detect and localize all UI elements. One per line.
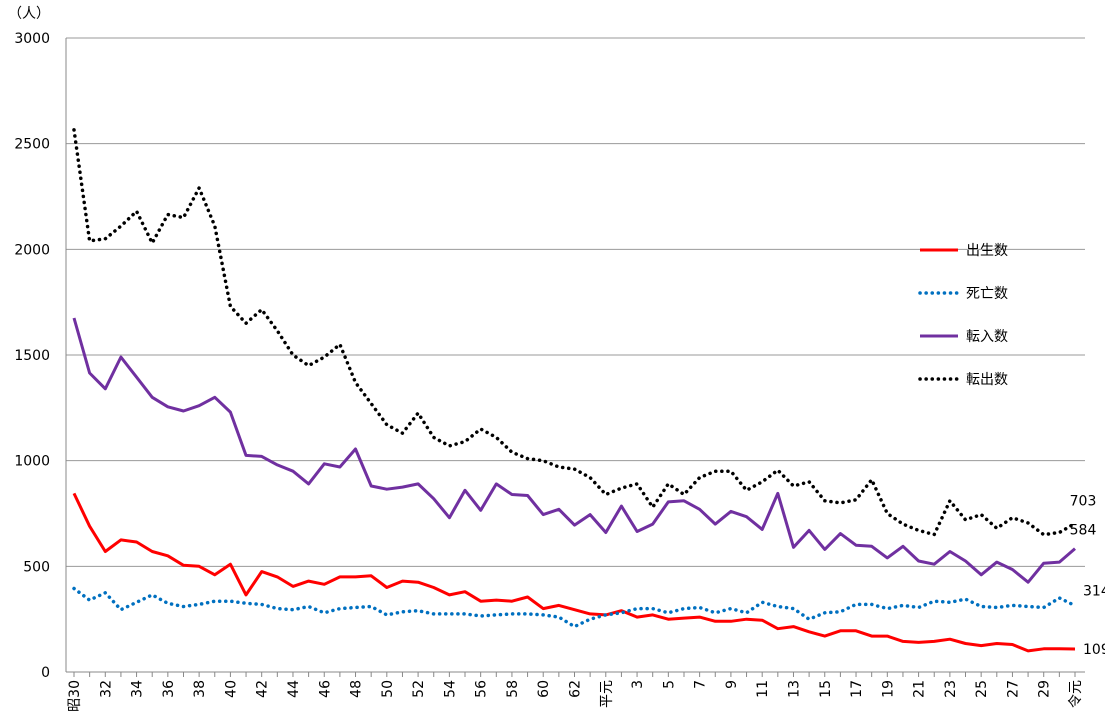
y-tick-label: 0: [41, 665, 50, 681]
x-tick-label: 48: [349, 680, 365, 698]
x-tick-label: 38: [192, 680, 208, 698]
data-label: 703: [1070, 493, 1097, 509]
x-tick-label: 9: [724, 680, 740, 689]
data-label: 584: [1070, 523, 1097, 539]
x-tick-label: 34: [130, 680, 146, 698]
y-tick-label: 1500: [14, 348, 50, 364]
x-tick-label: 27: [1005, 680, 1021, 698]
x-tick-label: 32: [98, 680, 114, 698]
x-tick-label: 23: [943, 680, 959, 698]
x-tick-label: 62: [568, 680, 584, 698]
x-tick-label: 5: [661, 680, 677, 689]
x-tick-label: 19: [880, 680, 896, 698]
y-tick-label: 3000: [14, 31, 50, 47]
legend-label: 転出数: [966, 372, 1008, 388]
series-line: [72, 317, 1076, 584]
x-tick-label: 平元: [599, 680, 615, 708]
series-line: [72, 586, 1077, 629]
data-label: 314: [1083, 584, 1105, 600]
legend-label: 転入数: [966, 329, 1008, 345]
x-tick-label: 42: [255, 680, 271, 698]
x-tick-label: 11: [755, 680, 771, 698]
x-tick-label: 56: [474, 680, 490, 698]
x-tick-label: 17: [849, 680, 865, 698]
x-tick-label: 54: [442, 680, 458, 698]
x-tick-label: 60: [536, 680, 552, 698]
x-tick-label: 58: [505, 680, 521, 698]
x-tick-label: 29: [1037, 680, 1053, 698]
x-tick-label: 昭30: [67, 680, 83, 712]
x-tick-label: 令元: [1068, 680, 1084, 708]
y-tick-label: 2000: [14, 242, 50, 258]
x-tick-label: 15: [818, 680, 834, 698]
x-tick-label: 21: [912, 680, 928, 698]
x-tick-label: 3: [630, 680, 646, 689]
x-tick-label: 46: [317, 680, 333, 698]
legend-label: 出生数: [966, 243, 1008, 259]
x-tick-label: 50: [380, 680, 396, 698]
x-tick-label: 52: [411, 680, 427, 698]
x-tick-label: 36: [161, 680, 177, 698]
series-line: [72, 128, 1077, 537]
y-unit: （人）: [8, 6, 50, 22]
x-tick-label: 40: [223, 680, 239, 698]
data-label: 109: [1083, 642, 1105, 658]
series-line: [72, 492, 1076, 653]
x-tick-label: 13: [786, 680, 802, 698]
y-tick-label: 500: [23, 559, 50, 575]
x-tick-label: 44: [286, 680, 302, 698]
legend-label: 死亡数: [966, 286, 1008, 302]
x-tick-label: 7: [693, 680, 709, 689]
x-tick-label: 25: [974, 680, 990, 698]
y-tick-label: 2500: [14, 137, 50, 153]
y-tick-label: 1000: [14, 454, 50, 470]
